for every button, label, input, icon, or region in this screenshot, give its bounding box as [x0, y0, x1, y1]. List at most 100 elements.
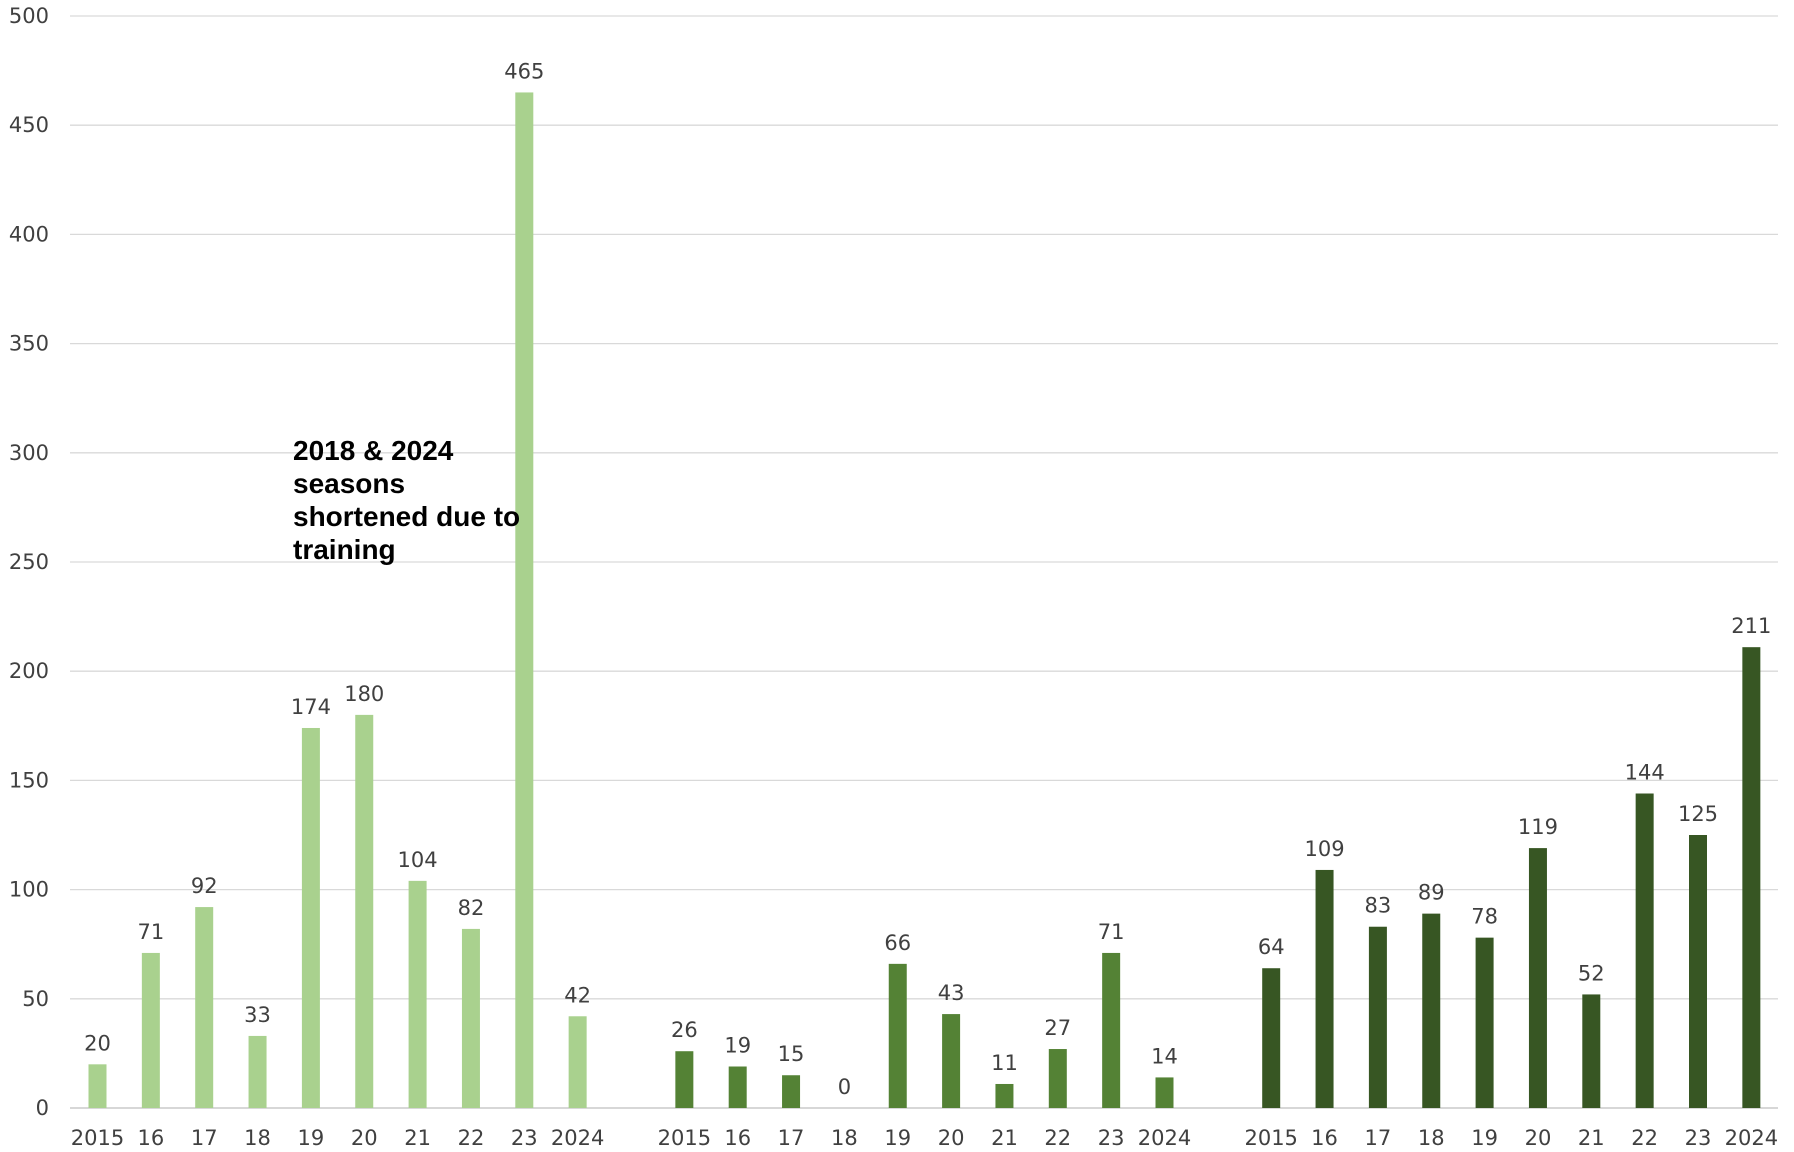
x-tick-label: 16	[724, 1126, 751, 1150]
bar	[1635, 793, 1654, 1108]
x-tick-label: 19	[1471, 1126, 1498, 1150]
bar	[195, 907, 214, 1108]
bar	[1528, 848, 1547, 1108]
bar	[1262, 968, 1281, 1108]
bar	[355, 714, 374, 1108]
data-label: 82	[458, 896, 485, 920]
x-tick-label: 20	[351, 1126, 378, 1150]
y-tick-label: 100	[9, 878, 49, 902]
x-tick-label: 18	[1418, 1126, 1445, 1150]
x-tick-label: 21	[991, 1126, 1018, 1150]
x-tick-label: 2015	[71, 1126, 124, 1150]
data-label: 66	[884, 931, 911, 955]
data-label: 11	[991, 1051, 1018, 1075]
x-tick-label: 2024	[1138, 1126, 1191, 1150]
x-tick-label: 19	[884, 1126, 911, 1150]
data-label: 33	[244, 1003, 271, 1027]
bar	[1102, 952, 1121, 1108]
bar	[782, 1075, 801, 1108]
data-label: 14	[1151, 1044, 1178, 1068]
data-label: 27	[1044, 1016, 1071, 1040]
data-label: 42	[564, 983, 591, 1007]
bar	[942, 1014, 961, 1108]
x-tick-label: 2024	[1725, 1126, 1778, 1150]
bar	[515, 92, 534, 1108]
y-tick-label: 500	[9, 4, 49, 28]
y-tick-label: 400	[9, 222, 49, 246]
x-tick-label: 22	[1044, 1126, 1071, 1150]
data-label: 211	[1731, 614, 1771, 638]
x-tick-label: 2015	[1244, 1126, 1297, 1150]
y-tick-label: 150	[9, 768, 49, 792]
bar	[888, 963, 907, 1108]
x-tick-label: 17	[1365, 1126, 1392, 1150]
x-tick-label: 18	[831, 1126, 858, 1150]
x-tick-label: 23	[511, 1126, 538, 1150]
x-tick-label: 20	[938, 1126, 965, 1150]
data-label: 52	[1578, 961, 1605, 985]
bar	[1422, 913, 1441, 1108]
bar	[301, 727, 320, 1108]
bar	[1315, 869, 1334, 1108]
annotation-text: 2018 & 2024 seasons shortened due to tra…	[293, 435, 521, 565]
bar	[1368, 926, 1387, 1108]
y-tick-label: 300	[9, 441, 49, 465]
bar	[675, 1051, 694, 1108]
data-label: 104	[398, 848, 438, 872]
y-tick-label: 200	[9, 659, 49, 683]
bar	[728, 1066, 747, 1108]
bar	[1048, 1049, 1067, 1108]
y-tick-label: 50	[22, 987, 49, 1011]
y-tick-label: 350	[9, 332, 49, 356]
x-tick-label: 21	[404, 1126, 431, 1150]
y-tick-label: 0	[36, 1096, 49, 1120]
x-tick-label: 21	[1578, 1126, 1605, 1150]
y-axis: 0 50 100 150 200 250 300 350 400 450 500	[9, 4, 49, 1120]
bar	[995, 1083, 1014, 1108]
x-tick-label: 23	[1685, 1126, 1712, 1150]
data-label: 78	[1471, 905, 1498, 929]
data-label: 19	[724, 1034, 751, 1058]
x-tick-label: 16	[137, 1126, 164, 1150]
data-label: 109	[1305, 837, 1345, 861]
x-tick-label: 23	[1098, 1126, 1125, 1150]
gridlines	[70, 15, 1778, 1109]
data-label: 174	[291, 695, 331, 719]
bar	[1689, 835, 1707, 1108]
data-label: 144	[1625, 761, 1665, 785]
bar	[408, 880, 427, 1108]
data-label: 71	[1098, 920, 1125, 944]
x-tick-label: 17	[191, 1126, 218, 1150]
y-tick-label: 450	[9, 113, 49, 137]
bar	[1582, 994, 1601, 1108]
bar	[1475, 937, 1494, 1108]
data-label: 71	[137, 920, 164, 944]
bar	[568, 1016, 587, 1108]
bar	[141, 952, 160, 1108]
bar	[88, 1064, 107, 1108]
x-axis: 2015 16 17 18 19 20 21 22 23 2024 2015 16 17 18 19 20 21…	[71, 1126, 1778, 1150]
data-label: 92	[191, 874, 218, 898]
bar	[461, 928, 480, 1108]
bars: 20 71 92 33 174 180 104 82 465 42 26 19 15 0 66 43 11 27 7…	[84, 59, 1771, 1108]
x-tick-label: 22	[458, 1126, 485, 1150]
data-label: 15	[778, 1042, 805, 1066]
y-tick-label: 250	[9, 550, 49, 574]
x-tick-label: 16	[1311, 1126, 1338, 1150]
data-label: 64	[1258, 935, 1285, 959]
x-tick-label: 2015	[658, 1126, 711, 1150]
x-tick-label: 19	[298, 1126, 325, 1150]
data-label: 119	[1518, 815, 1558, 839]
data-label: 26	[671, 1018, 698, 1042]
bar	[248, 1035, 267, 1108]
data-label: 20	[84, 1031, 111, 1055]
bar	[1742, 647, 1761, 1108]
data-label: 125	[1678, 802, 1718, 826]
x-tick-label: 20	[1525, 1126, 1552, 1150]
data-label: 43	[938, 981, 965, 1005]
data-label: 0	[838, 1075, 851, 1099]
data-label: 180	[344, 682, 384, 706]
x-tick-label: 2024	[551, 1126, 604, 1150]
x-tick-label: 17	[778, 1126, 805, 1150]
